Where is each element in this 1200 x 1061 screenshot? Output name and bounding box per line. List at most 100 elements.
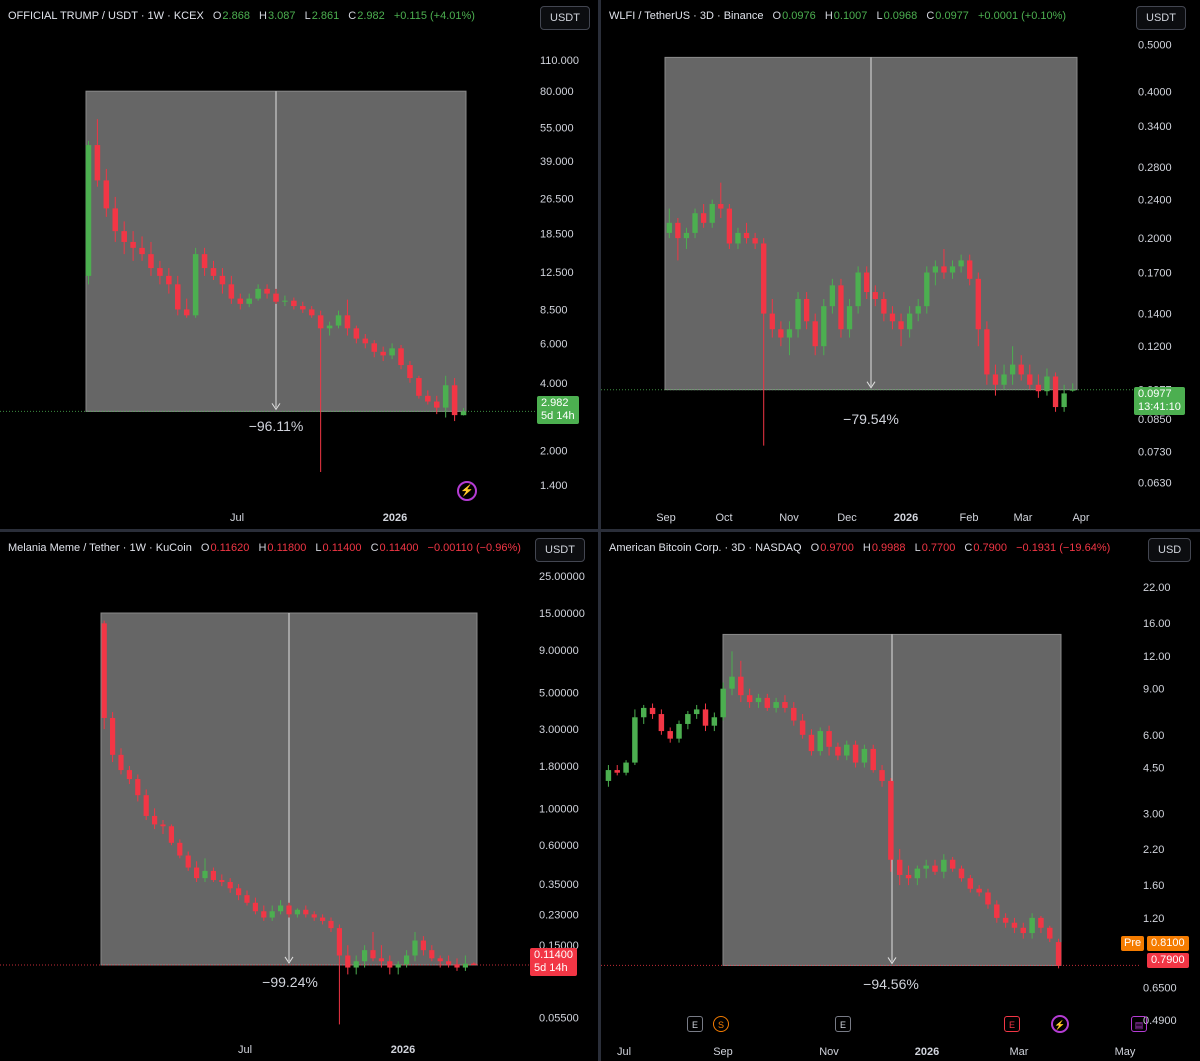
close-value: 0.7900	[973, 542, 1008, 554]
candle-body	[353, 961, 359, 968]
y-tick-label: 110.000	[540, 55, 579, 67]
earnings-icon[interactable]: E	[835, 1016, 851, 1032]
change-value: −0.1931 (−19.64%)	[1016, 542, 1111, 554]
candle-body	[160, 824, 166, 827]
flash-icon[interactable]: ⚡	[457, 481, 477, 501]
x-tick-label: 2026	[915, 1046, 939, 1058]
x-tick-label: 2026	[383, 512, 407, 524]
candle-body	[896, 859, 903, 875]
candle-body	[808, 734, 815, 752]
candle-body	[764, 697, 771, 708]
y-tick-label: 1.20	[1143, 913, 1164, 925]
candle-body	[994, 904, 1000, 918]
x-tick-label: Jul	[238, 1044, 252, 1056]
close-value: 2.982	[357, 10, 385, 22]
candle-body	[168, 826, 175, 843]
x-tick-label: Sep	[713, 1046, 733, 1058]
earnings-icon[interactable]: E	[1004, 1016, 1020, 1032]
candle-body	[1035, 384, 1042, 392]
split-icon[interactable]: S	[713, 1016, 729, 1032]
candle-body	[726, 208, 733, 244]
currency-button[interactable]: USD	[1148, 538, 1192, 562]
y-tick-label: 0.1200	[1138, 341, 1172, 353]
candle-body	[317, 315, 324, 329]
flash-icon[interactable]: ⚡	[1051, 1015, 1069, 1033]
candle-body	[264, 288, 270, 294]
candlestick-chart[interactable]: 0.0630 0.0730 0.0850 0.0977 0.1200 0.1400 0.17…	[601, 0, 1200, 529]
candle-body	[817, 731, 823, 752]
low-value: 0.0968	[883, 10, 918, 22]
candle-body	[829, 285, 836, 307]
y-tick-label: 0.23000	[539, 909, 579, 921]
high-value: 0.9988	[871, 542, 906, 554]
chart-panel-wlfi[interactable]: WLFI / TetherUS · 3D · Binance O0.0976 H…	[601, 0, 1200, 529]
candlestick-chart[interactable]: 1.400 2.000 4.000 6.000 8.500 12.500 18.500 26.…	[0, 0, 598, 529]
candle-body	[864, 272, 870, 293]
candle-body	[228, 284, 235, 299]
measure-percent: −99.24%	[262, 974, 318, 990]
low-value: 0.7700	[921, 542, 956, 554]
candle-body	[799, 720, 806, 735]
y-tick-label: 3.00000	[539, 724, 579, 736]
low-value: 0.11400	[322, 542, 362, 554]
y-tick-label: 9.00	[1143, 684, 1164, 696]
candle-body	[1061, 393, 1067, 408]
candle-body	[174, 284, 181, 310]
candle-body	[157, 268, 163, 276]
candle-body	[949, 266, 956, 273]
y-tick-label: 0.2000	[1138, 233, 1172, 245]
candle-body	[387, 961, 393, 968]
candle-body	[308, 309, 315, 316]
candle-body	[311, 914, 317, 918]
chart-panel-melania[interactable]: Melania Meme / Tether · 1W · KuCoin O0.1…	[0, 532, 598, 1061]
candle-body	[932, 865, 938, 872]
candle-body	[451, 385, 458, 416]
candle-body	[235, 888, 242, 896]
candle-body	[148, 254, 154, 269]
earnings-icon[interactable]: E	[687, 1016, 703, 1032]
candle-body	[1055, 942, 1062, 966]
last-price-value: 0.0977	[1138, 388, 1172, 400]
currency-button[interactable]: USDT	[535, 538, 585, 562]
candle-body	[852, 744, 859, 763]
y-tick-label: 1.60	[1143, 880, 1164, 892]
chart-panel-abtc[interactable]: American Bitcoin Corp. · 3D · NASDAQ O0.…	[601, 532, 1200, 1061]
candle-body	[795, 298, 801, 330]
open-value: 0.11620	[210, 542, 250, 554]
candle-body	[437, 958, 443, 962]
measure-arrowhead	[271, 403, 281, 411]
measure-arrowhead	[284, 956, 294, 964]
close-value: 0.11400	[379, 542, 419, 554]
candle-body	[353, 328, 360, 339]
candle-body	[692, 213, 698, 233]
candle-body	[605, 770, 612, 781]
horizontal-divider[interactable]	[0, 529, 1200, 532]
candle-body	[269, 911, 275, 918]
chart-panel-trump[interactable]: OFFICIAL TRUMP / USDT · 1W · KCEX O2.868…	[0, 0, 598, 529]
candle-body	[185, 855, 191, 868]
currency-button[interactable]: USDT	[540, 6, 590, 30]
candle-body	[746, 695, 753, 703]
candle-body	[949, 859, 956, 869]
candle-body	[821, 306, 827, 347]
candle-body	[109, 717, 116, 755]
y-tick-label: 4.50	[1143, 763, 1164, 775]
candlestick-chart[interactable]: 0.055000.150000.230000.350000.600001.000…	[0, 532, 598, 1061]
candle-body	[1027, 374, 1033, 385]
candle-body	[460, 411, 467, 416]
currency-button[interactable]: USDT	[1136, 6, 1186, 30]
candlestick-chart[interactable]: 0.4900 0.6500 1.20 1.60 2.20 3.00 4.50 6.00 9.00…	[601, 532, 1200, 1061]
x-tick-label: Sep	[656, 512, 676, 524]
candle-body	[143, 795, 149, 816]
y-tick-label: 6.00	[1143, 730, 1164, 742]
candle-body	[835, 746, 841, 756]
gift-icon[interactable]: ▤	[1131, 1016, 1147, 1032]
candle-body	[420, 940, 427, 951]
candle-body	[881, 298, 887, 314]
candle-body	[914, 868, 921, 879]
symbol-title: OFFICIAL TRUMP / USDT · 1W · KCEX	[8, 10, 204, 22]
candle-body	[380, 351, 386, 356]
chart-header: OFFICIAL TRUMP / USDT · 1W · KCEX O2.868…	[8, 10, 475, 22]
candle-body	[1001, 374, 1007, 385]
y-tick-label: 0.0850	[1138, 414, 1172, 426]
